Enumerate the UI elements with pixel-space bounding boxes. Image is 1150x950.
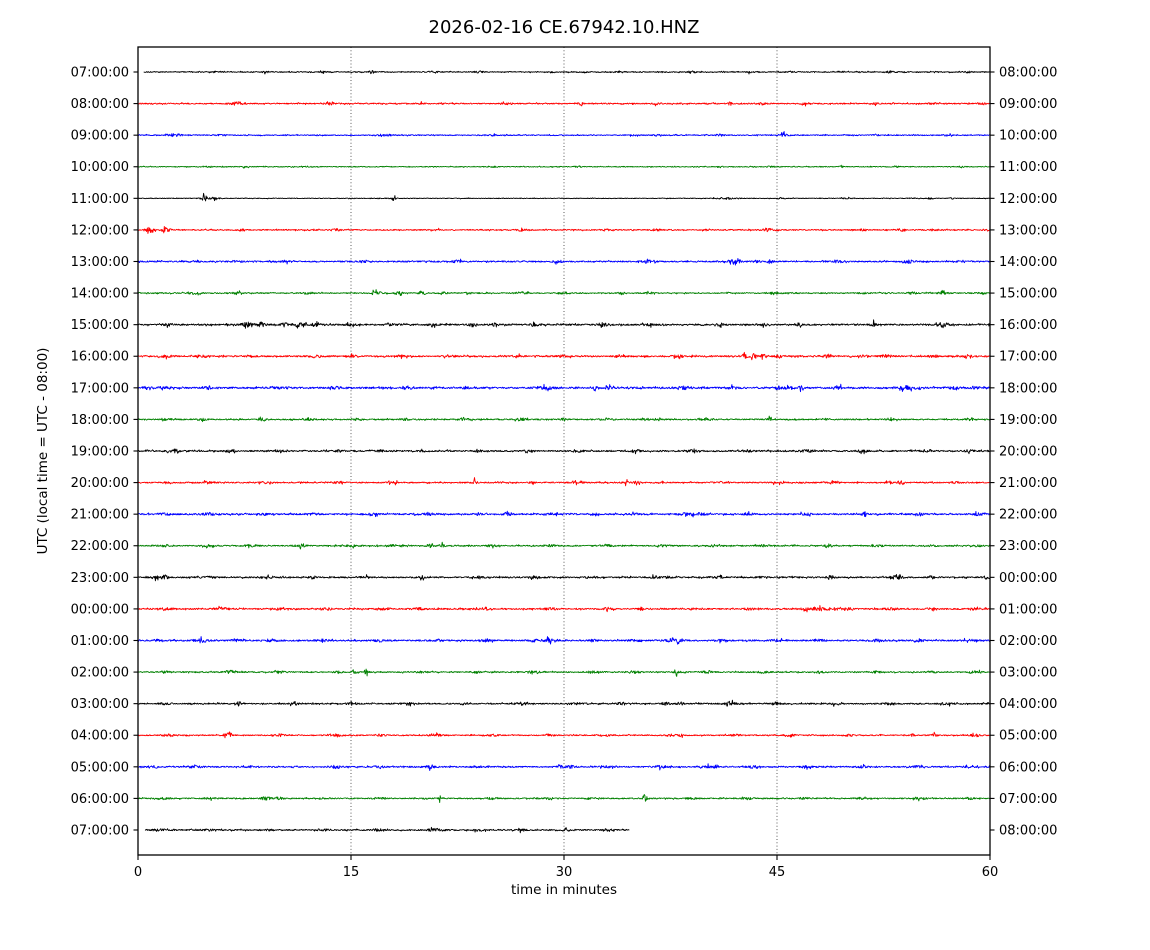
row-label-utc: 07:00:00	[71, 66, 129, 81]
row-label-local: 08:00:00	[999, 823, 1057, 838]
x-tick-label: 0	[134, 865, 142, 880]
row-label-local: 01:00:00	[999, 602, 1057, 617]
row-label-local: 23:00:00	[999, 539, 1057, 554]
x-axis-title: time in minutes	[511, 882, 617, 898]
row-label-utc: 08:00:00	[71, 97, 129, 112]
row-label-local: 00:00:00	[999, 571, 1057, 586]
seismic-trace-170000	[137, 383, 991, 393]
seismic-trace-160000	[137, 351, 991, 361]
row-label-local: 20:00:00	[999, 444, 1057, 459]
row-label-local: 07:00:00	[999, 792, 1057, 807]
row-label-utc: 22:00:00	[71, 539, 129, 554]
x-tick-label: 30	[556, 865, 573, 880]
row-label-local: 13:00:00	[999, 223, 1057, 238]
row-label-local: 02:00:00	[999, 634, 1057, 649]
seismic-trace-070000	[144, 826, 630, 834]
row-label-utc: 15:00:00	[71, 318, 129, 333]
seismic-trace-180000	[137, 415, 991, 423]
row-label-local: 08:00:00	[999, 66, 1057, 81]
row-label-local: 21:00:00	[999, 476, 1057, 491]
seismic-trace-010000	[137, 636, 991, 645]
seismic-trace-140000	[137, 289, 991, 297]
seismic-trace-190000	[137, 448, 991, 455]
row-label-local: 09:00:00	[999, 97, 1057, 112]
row-label-utc: 05:00:00	[71, 760, 129, 775]
row-label-local: 05:00:00	[999, 729, 1057, 744]
row-label-utc: 07:00:00	[71, 823, 129, 838]
seismic-trace-150000	[137, 319, 991, 329]
row-label-local: 10:00:00	[999, 129, 1057, 144]
row-label-local: 22:00:00	[999, 508, 1057, 523]
row-label-local: 17:00:00	[999, 350, 1057, 365]
chart-title: 2026-02-16 CE.67942.10.HNZ	[429, 17, 700, 38]
seismic-trace-030000	[137, 699, 991, 707]
row-label-utc: 09:00:00	[71, 129, 129, 144]
seismic-trace-000000	[137, 604, 991, 613]
seismic-trace-110000	[137, 192, 991, 202]
row-label-utc: 19:00:00	[71, 444, 129, 459]
seismic-trace-230000	[137, 573, 991, 582]
row-label-utc: 14:00:00	[71, 287, 129, 302]
seismic-trace-090000	[137, 131, 991, 138]
row-label-local: 15:00:00	[999, 287, 1057, 302]
axis-layer: 0 15 30 45 60 07:00:00 08:00:00 08:00:00 09:00:0…	[71, 46, 1057, 880]
row-label-local: 16:00:00	[999, 318, 1057, 333]
row-label-utc: 12:00:00	[71, 223, 129, 238]
row-label-utc: 21:00:00	[71, 508, 129, 523]
row-label-utc: 03:00:00	[71, 697, 129, 712]
seismic-trace-060000	[137, 794, 991, 804]
x-tick-label: 15	[343, 865, 360, 880]
seismic-trace-080000	[137, 100, 990, 107]
seismic-trace-120000	[137, 225, 991, 234]
row-label-utc: 18:00:00	[71, 413, 129, 428]
row-label-local: 18:00:00	[999, 381, 1057, 396]
row-label-utc: 13:00:00	[71, 255, 129, 270]
row-label-utc: 06:00:00	[71, 792, 129, 807]
y-axis-title: UTC (local time = UTC - 08:00)	[35, 348, 51, 555]
row-label-utc: 11:00:00	[71, 192, 129, 207]
seismic-trace-220000	[137, 541, 991, 550]
row-label-local: 14:00:00	[999, 255, 1057, 270]
row-label-local: 04:00:00	[999, 697, 1057, 712]
row-label-utc: 00:00:00	[71, 602, 129, 617]
row-label-utc: 20:00:00	[71, 476, 129, 491]
row-label-utc: 17:00:00	[71, 381, 129, 396]
seismic-trace-070000	[143, 70, 990, 75]
row-label-utc: 23:00:00	[71, 571, 129, 586]
grid-layer	[350, 47, 778, 855]
seismic-trace-200000	[137, 477, 991, 487]
row-label-local: 03:00:00	[999, 666, 1057, 681]
seismic-trace-050000	[137, 763, 991, 771]
row-label-local: 12:00:00	[999, 192, 1057, 207]
seismic-trace-100000	[137, 164, 990, 169]
x-tick-label: 45	[769, 865, 786, 880]
x-tick-label: 60	[982, 865, 999, 880]
row-label-utc: 02:00:00	[71, 666, 129, 681]
row-label-local: 11:00:00	[999, 160, 1057, 175]
seismic-trace-040000	[137, 731, 991, 739]
seismic-trace-210000	[137, 510, 991, 518]
row-label-utc: 16:00:00	[71, 350, 129, 365]
seismic-trace-130000	[137, 258, 990, 266]
row-label-local: 19:00:00	[999, 413, 1057, 428]
trace-layer	[137, 70, 991, 834]
row-label-utc: 04:00:00	[71, 729, 129, 744]
row-label-utc: 01:00:00	[71, 634, 129, 649]
row-label-local: 06:00:00	[999, 760, 1057, 775]
seismic-trace-020000	[137, 668, 991, 677]
row-label-utc: 10:00:00	[71, 160, 129, 175]
